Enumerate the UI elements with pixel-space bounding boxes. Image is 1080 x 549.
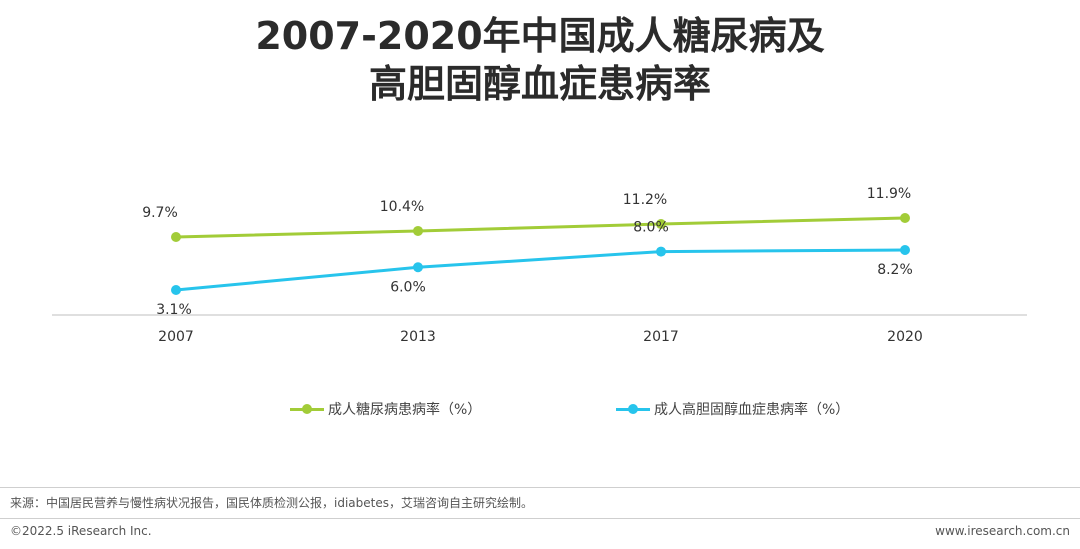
data-label-cholesterol-2017: 8.0%: [633, 220, 669, 236]
chart-title-line-1: 2007-2020年中国成人糖尿病及: [255, 14, 825, 58]
series-line-diabetes: [175, 216, 906, 239]
data-label-cholesterol-2020: 8.2%: [877, 262, 913, 278]
data-label-cholesterol-2007: 3.1%: [156, 302, 192, 318]
x-tick-label-2013: 2013: [400, 329, 436, 345]
line-chart: 2007 2013 2017 2020 9.7% 10.4% 11.2% 11.9% 3.1% 6…: [52, 186, 1027, 345]
legend-label-cholesterol: 成人高胆固醇血症患病率（%）: [654, 402, 850, 418]
data-point-diabetes-2020: [900, 213, 910, 223]
data-point-diabetes-2017: [656, 219, 666, 230]
data-label-diabetes-2020: 11.9%: [867, 186, 911, 202]
data-point-cholesterol-2020: [900, 245, 910, 255]
legend-swatch-diabetes: [290, 402, 324, 416]
data-point-cholesterol-2013: [413, 262, 423, 273]
chart-title-line-2: 高胆固醇血症患病率: [368, 62, 711, 106]
x-tick-label-2020: 2020: [887, 329, 923, 345]
data-label-diabetes-2007: 9.7%: [142, 205, 178, 221]
legend-swatch-cholesterol: [616, 402, 650, 416]
x-tick-label-2007: 2007: [158, 329, 194, 345]
legend-item-diabetes: 成人糖尿病患病率（%）: [290, 398, 481, 420]
data-point-cholesterol-2007: [171, 285, 181, 295]
source-note: 来源：中国居民营养与慢性病状况报告，国民体质检测公报，idiabetes，艾瑞咨…: [10, 496, 533, 510]
legend-item-cholesterol: 成人高胆固醇血症患病率（%）: [616, 398, 849, 420]
footer-divider-bottom: [0, 518, 1080, 519]
legend-label-diabetes: 成人糖尿病患病率（%）: [328, 402, 482, 418]
copyright-text: ©2022.5 iResearch Inc.: [10, 524, 152, 538]
data-point-diabetes-2007: [171, 232, 181, 242]
footer-divider-top: [0, 487, 1080, 488]
data-point-diabetes-2013: [413, 225, 423, 236]
data-point-cholesterol-2017: [656, 246, 666, 257]
series-line-cholesterol: [175, 248, 906, 292]
data-label-cholesterol-2013: 6.0%: [390, 279, 426, 295]
x-tick-label-2017: 2017: [643, 329, 679, 345]
chart-title: 2007-2020年中国成人糖尿病及 高胆固醇血症患病率: [0, 12, 1080, 108]
data-label-diabetes-2017: 11.2%: [623, 192, 667, 208]
website-link[interactable]: www.iresearch.com.cn: [935, 524, 1070, 538]
data-label-diabetes-2013: 10.4%: [380, 199, 424, 215]
